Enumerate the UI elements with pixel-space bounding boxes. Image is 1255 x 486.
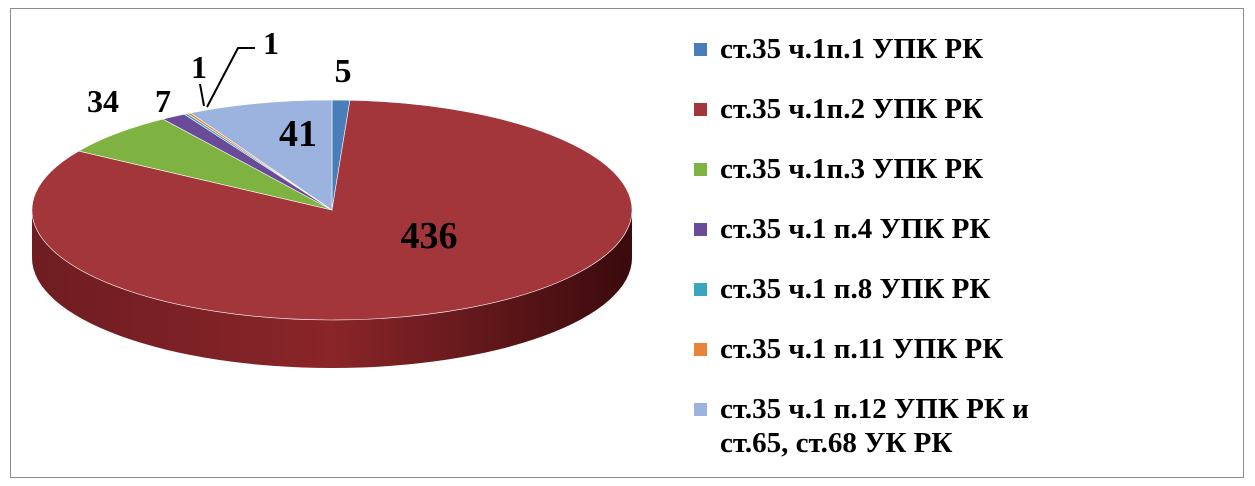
legend-swatch-4 (694, 283, 707, 296)
legend-label-6-line-0: ст.35 ч.1 п.12 УПК РК и (720, 393, 1029, 425)
legend-item-6: ст.35 ч.1 п.12 УПК РК и ст.65, ст.68 УК Р… (694, 392, 1234, 472)
legend-swatch-3 (694, 223, 707, 236)
legend-label-3: ст.35 ч.1 п.4 УПК РК (720, 213, 991, 245)
legend-label-4: ст.35 ч.1 п.8 УПК РК (720, 273, 991, 305)
legend-item-2: ст.35 ч.1п.3 УПК РК (694, 152, 1234, 212)
legend-swatch-5 (694, 343, 707, 356)
legend-label-1: ст.35 ч.1п.2 УПК РК (720, 93, 984, 125)
legend-item-5: ст.35 ч.1 п.11 УПК РК (694, 332, 1234, 392)
pie-slices (31, 99, 633, 368)
legend-swatch-0 (694, 43, 707, 56)
chart-legend: ст.35 ч.1п.1 УПК РК ст.35 ч.1п.2 УПК РК ст… (694, 32, 1234, 472)
legend-swatch-6 (694, 403, 707, 416)
legend-label-0: ст.35 ч.1п.1 УПК РК (720, 33, 984, 65)
legend-label-6-line-1: ст.65, ст.68 УК РК (720, 427, 953, 459)
pie-slice-2 (77, 118, 333, 211)
legend-label-2: ст.35 ч.1п.3 УПК РК (720, 153, 984, 185)
legend-swatch-2 (694, 163, 707, 176)
data-label-1: 436 (401, 215, 458, 257)
data-label-4: 1 (191, 49, 207, 85)
data-label-6: 41 (279, 113, 317, 155)
leader-line-1 (206, 47, 255, 108)
data-label-5: 1 (263, 25, 279, 61)
legend-item-4: ст.35 ч.1 п.8 УПК РК (694, 272, 1234, 332)
pie-slice-side-1 (32, 210, 632, 368)
legend-item-0: ст.35 ч.1п.1 УПК РК (694, 32, 1234, 92)
legend-swatch-1 (694, 103, 707, 116)
legend-item-3: ст.35 ч.1 п.4 УПК РК (694, 212, 1234, 272)
pie-slice-6 (189, 99, 333, 211)
legend-item-1: ст.35 ч.1п.2 УПК РК (694, 92, 1234, 152)
leader-line-0 (199, 83, 205, 107)
data-label-2: 34 (87, 83, 119, 119)
legend-label-5: ст.35 ч.1 п.11 УПК РК (720, 333, 1004, 365)
data-label-3: 7 (155, 83, 171, 119)
leader-lines (199, 47, 255, 108)
data-label-0: 5 (335, 53, 352, 90)
